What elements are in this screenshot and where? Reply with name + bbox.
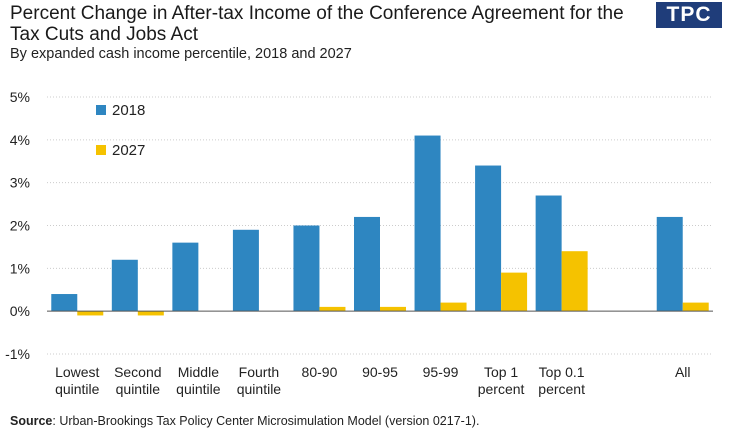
bar-2018 <box>535 195 562 312</box>
x-tick-label: All <box>675 364 691 380</box>
bar-2018 <box>51 294 78 312</box>
x-tick-label: Top 1 percent <box>478 364 525 397</box>
bar-2027 <box>501 272 528 312</box>
x-tick-label: 80-90 <box>302 364 338 380</box>
bar-2027 <box>137 311 164 316</box>
bar-2027 <box>77 311 104 316</box>
source-text: : Urban-Brookings Tax Policy Center Micr… <box>52 414 480 428</box>
chart-subtitle: By expanded cash income percentile, 2018… <box>10 46 352 62</box>
source-label: Source <box>10 414 53 428</box>
bar-2018 <box>656 216 683 312</box>
bar-2027 <box>440 302 467 312</box>
y-tick-label: 1% <box>10 260 30 276</box>
y-tick-label: 5% <box>10 89 30 105</box>
legend-swatch-2027 <box>96 145 106 155</box>
x-tick-label: 90-95 <box>362 364 398 380</box>
chart-title: Percent Change in After-tax Income of th… <box>10 3 624 45</box>
y-tick-label: -1% <box>5 346 30 362</box>
bar-2018 <box>475 165 502 312</box>
bar-2018 <box>293 225 320 312</box>
x-tick-label: Lowest quintile <box>55 364 100 397</box>
tpc-logo: TPC <box>656 2 722 28</box>
bar-2018 <box>354 216 380 312</box>
bar-2027 <box>682 302 709 312</box>
bar-2027 <box>380 306 406 312</box>
legend-label-2027: 2027 <box>112 142 145 159</box>
y-tick-label: 4% <box>10 132 30 148</box>
y-tick-label: 0% <box>10 303 30 319</box>
bar-2027 <box>319 306 346 312</box>
y-tick-label: 2% <box>10 218 30 234</box>
legend-swatch-2018 <box>96 105 106 115</box>
bar-2018 <box>111 259 138 312</box>
bar-chart: 5% 4% 3% 2% 1% 0% -1% Lowest quintile Second quint… <box>5 89 713 397</box>
legend-label-2018: 2018 <box>112 102 145 119</box>
bar-2018 <box>414 135 441 312</box>
bar-2027 <box>561 251 588 312</box>
y-tick-label: 3% <box>10 175 30 191</box>
bar-2018 <box>232 229 259 312</box>
x-tick-label: Top 0.1 percent <box>538 364 585 397</box>
source-note: Source: Urban-Brookings Tax Policy Cente… <box>10 414 479 428</box>
x-tick-label: Second quintile <box>114 364 161 397</box>
x-tick-label: Middle quintile <box>176 364 221 397</box>
x-tick-label: 95-99 <box>423 364 459 380</box>
x-tick-label: Fourth quintile <box>237 364 282 397</box>
bar-2018 <box>172 242 199 312</box>
